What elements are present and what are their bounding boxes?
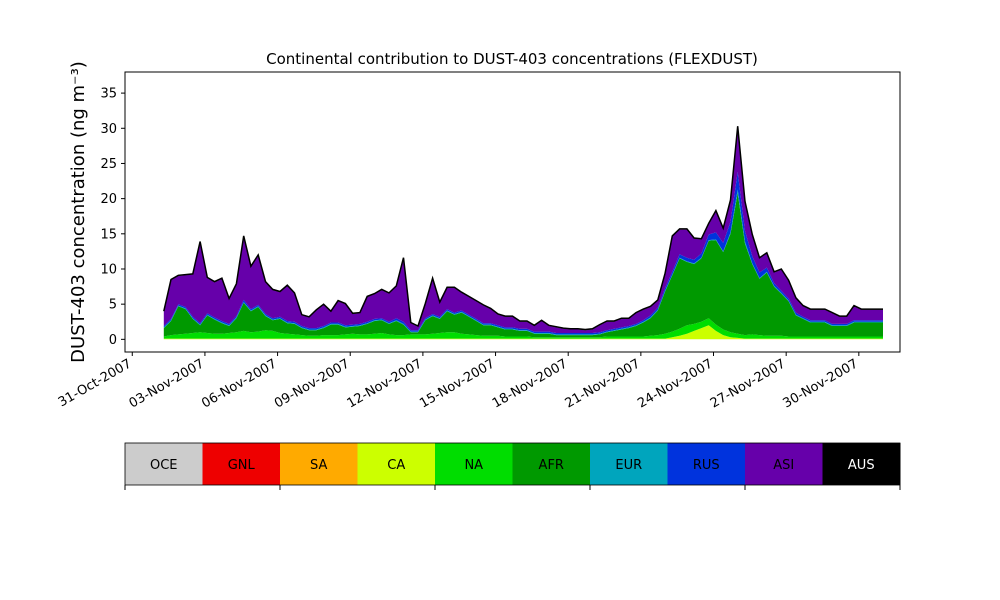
legend-item-afr: AFR	[512, 443, 591, 485]
legend-item-asi: ASI	[745, 443, 823, 485]
area-ca	[163, 325, 884, 340]
area-afr	[163, 193, 884, 338]
area-na	[163, 318, 884, 339]
legend-item-oce: OCE	[125, 443, 203, 485]
chart-title: Continental contribution to DUST-403 con…	[266, 50, 758, 68]
legend-swatch	[822, 443, 901, 485]
legend-item-sa: SA	[280, 443, 358, 485]
legend-item-ca: CA	[357, 443, 436, 485]
legend-swatch	[512, 443, 591, 485]
legend-label: AFR	[539, 458, 564, 473]
legend-item-gnl: GNL	[202, 443, 281, 485]
legend-swatch	[357, 443, 436, 485]
legend: OCE GNL SA CA NA AFR EUR RUS ASI AUS	[124, 442, 901, 490]
legend-label: NA	[464, 458, 483, 473]
y-tick-label: 15	[100, 227, 117, 242]
legend-frame	[124, 442, 901, 486]
legend-label: RUS	[693, 458, 720, 473]
y-tick-label: 10	[100, 262, 117, 277]
y-tick-label: 20	[100, 192, 117, 207]
plot-frame	[124, 71, 901, 353]
legend-label: ASI	[773, 458, 794, 473]
legend-label: OCE	[150, 458, 178, 473]
legend-label: GNL	[228, 458, 256, 473]
legend-item-na: NA	[435, 443, 513, 485]
legend-swatch	[202, 443, 281, 485]
y-tick-label: 5	[109, 298, 117, 313]
legend-label: AUS	[848, 458, 875, 473]
stacked-areas	[163, 126, 884, 340]
y-axis: 0 5 10 15 20 25 30 35	[100, 87, 125, 348]
area-rus	[163, 171, 884, 335]
legend-swatch	[745, 443, 823, 485]
y-tick-label: 25	[100, 157, 117, 172]
legend-swatch	[590, 443, 668, 485]
y-tick-label: 0	[109, 333, 117, 348]
legend-swatch	[435, 443, 513, 485]
legend-label: SA	[310, 458, 327, 473]
legend-item-eur: EUR	[590, 443, 668, 485]
legend-label: EUR	[615, 458, 642, 473]
total-line	[163, 126, 883, 331]
y-tick-label: 35	[100, 87, 117, 102]
legend-item-aus: AUS	[822, 443, 901, 485]
legend-swatch	[125, 443, 203, 485]
area-asi	[163, 129, 884, 333]
legend-swatch	[667, 443, 746, 485]
y-tick-label: 30	[100, 122, 117, 137]
legend-swatch	[280, 443, 358, 485]
y-axis-label: DUST-403 concentration (ng m⁻³)	[68, 61, 89, 363]
legend-label: CA	[387, 458, 405, 473]
legend-item-rus: RUS	[667, 443, 746, 485]
